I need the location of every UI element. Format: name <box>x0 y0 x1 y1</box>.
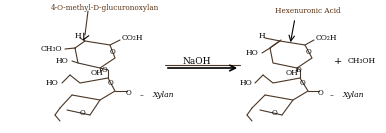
Text: O: O <box>102 66 108 74</box>
Text: HO: HO <box>239 79 252 87</box>
Text: O: O <box>108 79 114 87</box>
Text: O: O <box>125 89 131 97</box>
Text: Xylan: Xylan <box>152 91 173 99</box>
Text: HO: HO <box>55 57 68 65</box>
Text: O: O <box>305 48 311 56</box>
Text: +: + <box>334 57 342 65</box>
Text: O: O <box>79 109 85 117</box>
Text: –: – <box>330 91 334 99</box>
Text: Xylan: Xylan <box>343 91 364 99</box>
Text: OH: OH <box>286 69 298 77</box>
Text: CH₃OH: CH₃OH <box>348 57 376 65</box>
Text: O: O <box>271 109 277 117</box>
Text: H: H <box>259 32 265 40</box>
Text: CO₂H: CO₂H <box>122 34 144 42</box>
Text: O: O <box>317 89 323 97</box>
Text: Hexenuronic Acid: Hexenuronic Acid <box>275 7 341 15</box>
Text: H: H <box>74 32 81 40</box>
Text: O: O <box>109 48 115 56</box>
Text: 4-O-methyl-D-glucuronoxylan: 4-O-methyl-D-glucuronoxylan <box>51 4 159 12</box>
Text: CO₂H: CO₂H <box>316 34 337 42</box>
Text: CH₃O: CH₃O <box>41 45 62 53</box>
Text: O: O <box>295 66 301 74</box>
Text: O: O <box>300 79 306 87</box>
Text: –: – <box>140 91 144 99</box>
Text: HO: HO <box>245 49 258 57</box>
Text: HO: HO <box>45 79 58 87</box>
Text: OH: OH <box>91 69 103 77</box>
Text: NaOH: NaOH <box>183 57 211 65</box>
